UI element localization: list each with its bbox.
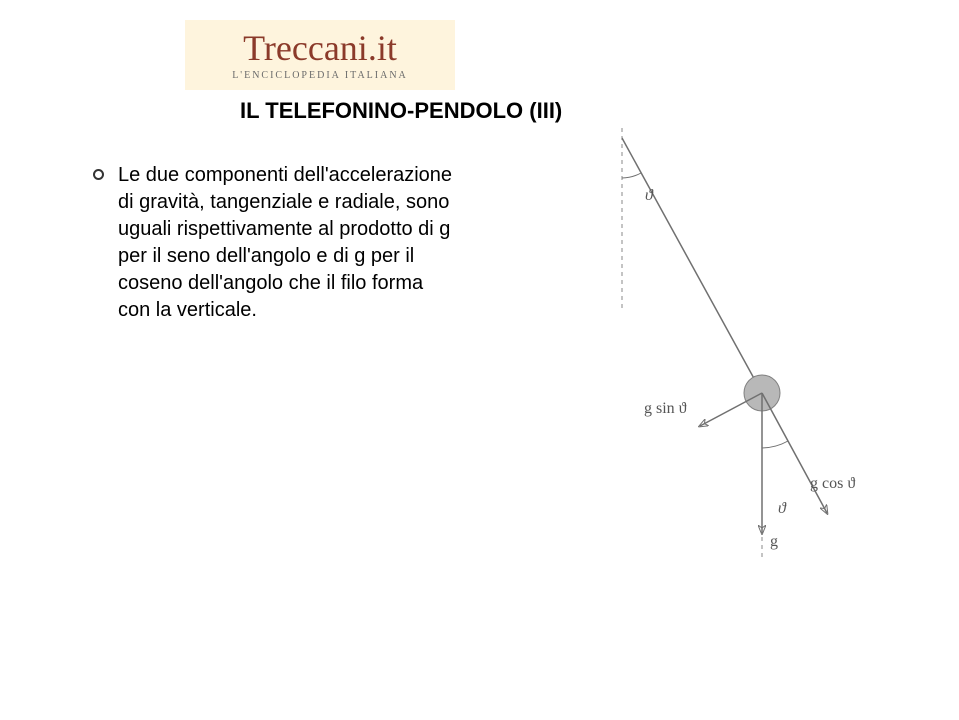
logo-subtitle: L'ENCICLOPEDIA ITALIANA <box>232 70 408 81</box>
svg-text:g cos ϑ: g cos ϑ <box>810 475 855 492</box>
body-content: Le due componenti dell'accelerazione di … <box>93 162 453 324</box>
svg-text:g: g <box>770 533 778 550</box>
svg-text:ϑ: ϑ <box>778 500 787 517</box>
bullet-icon <box>93 169 104 180</box>
svg-text:ϑ: ϑ <box>645 187 654 204</box>
pendulum-diagram: ϑg sin ϑg cos ϑgϑ <box>552 128 872 568</box>
body-text: Le due componenti dell'accelerazione di … <box>118 162 453 324</box>
logo: Treccani.it L'ENCICLOPEDIA ITALIANA <box>185 20 455 90</box>
svg-text:g sin ϑ: g sin ϑ <box>644 400 687 417</box>
slide-title: IL TELEFONINO-PENDOLO (III) <box>240 98 562 124</box>
logo-text: Treccani <box>243 28 368 68</box>
logo-main: Treccani.it <box>243 30 397 66</box>
logo-ext: .it <box>368 28 397 68</box>
